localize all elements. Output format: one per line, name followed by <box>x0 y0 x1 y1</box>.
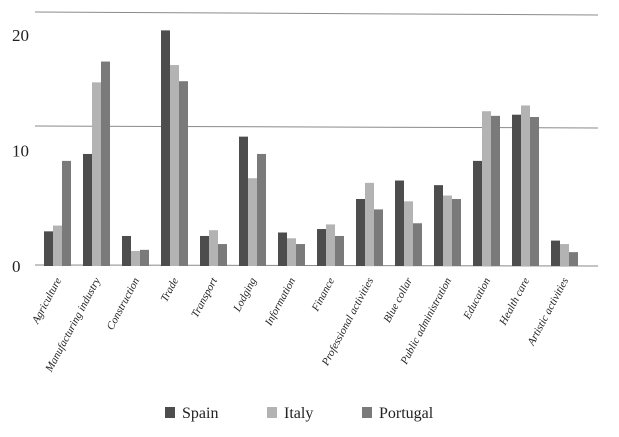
y-axis-ticks: 0 10 20 <box>12 26 29 276</box>
bar-italy-10 <box>443 195 452 266</box>
bar-spain-5 <box>239 136 248 266</box>
legend-swatch-spain <box>165 407 175 418</box>
legend-label-italy: Italy <box>284 405 313 422</box>
category-label: Health care <box>497 276 532 328</box>
legend: Spain Italy Portugal <box>165 405 434 422</box>
y-tick-label: 20 <box>12 26 29 45</box>
bar-spain-10 <box>434 185 443 266</box>
category-label: Trade <box>158 276 181 304</box>
bar-spain-4 <box>200 235 209 266</box>
bar-portugal-3 <box>179 81 188 266</box>
bar-spain-3 <box>161 30 170 266</box>
bar-portugal-2 <box>140 249 149 266</box>
legend-swatch-portugal <box>362 407 372 418</box>
gridline-middle <box>34 125 599 129</box>
bar-spain-6 <box>278 232 287 266</box>
category-label: Agriculture <box>29 276 64 327</box>
bar-italy-13 <box>560 244 569 266</box>
bar-portugal-4 <box>218 244 227 266</box>
category-label: Information <box>262 275 298 328</box>
bar-italy-9 <box>404 201 413 266</box>
legend-swatch-italy <box>267 407 277 418</box>
category-label: Finance <box>309 276 337 314</box>
bar-italy-4 <box>209 230 218 266</box>
bar-spain-1 <box>83 153 92 266</box>
bars-group <box>44 30 578 266</box>
bar-spain-7 <box>317 229 326 266</box>
category-label: Lodging <box>231 275 260 314</box>
bar-spain-8 <box>356 199 365 266</box>
bar-portugal-9 <box>413 223 422 266</box>
bar-portugal-10 <box>452 199 461 266</box>
bar-portugal-1 <box>101 61 110 266</box>
bar-portugal-7 <box>335 235 344 266</box>
bar-portugal-0 <box>62 160 71 266</box>
y-tick-label: 0 <box>12 257 21 276</box>
bar-italy-0 <box>53 225 62 266</box>
bar-spain-12 <box>512 114 521 266</box>
bar-italy-3 <box>170 65 179 266</box>
legend-label-spain: Spain <box>182 405 218 422</box>
bar-spain-13 <box>551 240 560 266</box>
bar-portugal-5 <box>257 153 266 266</box>
category-label: Education <box>461 275 494 322</box>
y-tick-label: 10 <box>12 142 29 161</box>
bar-italy-5 <box>248 178 257 266</box>
bar-portugal-13 <box>569 252 578 266</box>
bar-spain-11 <box>473 160 482 266</box>
gridline-top <box>34 11 599 16</box>
bar-italy-7 <box>326 224 335 266</box>
legend-label-portugal: Portugal <box>379 405 434 422</box>
bar-portugal-12 <box>530 117 539 266</box>
bar-spain-9 <box>395 180 404 266</box>
bar-spain-2 <box>122 235 131 266</box>
bar-italy-1 <box>92 82 101 266</box>
bar-portugal-6 <box>296 244 305 266</box>
bar-italy-11 <box>482 111 491 266</box>
bar-portugal-8 <box>374 209 383 266</box>
category-label: Blue collar <box>381 275 415 325</box>
bar-portugal-11 <box>491 115 500 266</box>
category-label: Transport <box>189 275 220 320</box>
bar-italy-12 <box>521 105 530 266</box>
bar-italy-6 <box>287 238 296 266</box>
category-label: Construction <box>105 275 143 332</box>
bar-spain-0 <box>44 231 53 266</box>
bar-italy-2 <box>131 250 140 266</box>
bar-italy-8 <box>365 182 374 266</box>
category-label: Artistic activities <box>525 276 571 349</box>
